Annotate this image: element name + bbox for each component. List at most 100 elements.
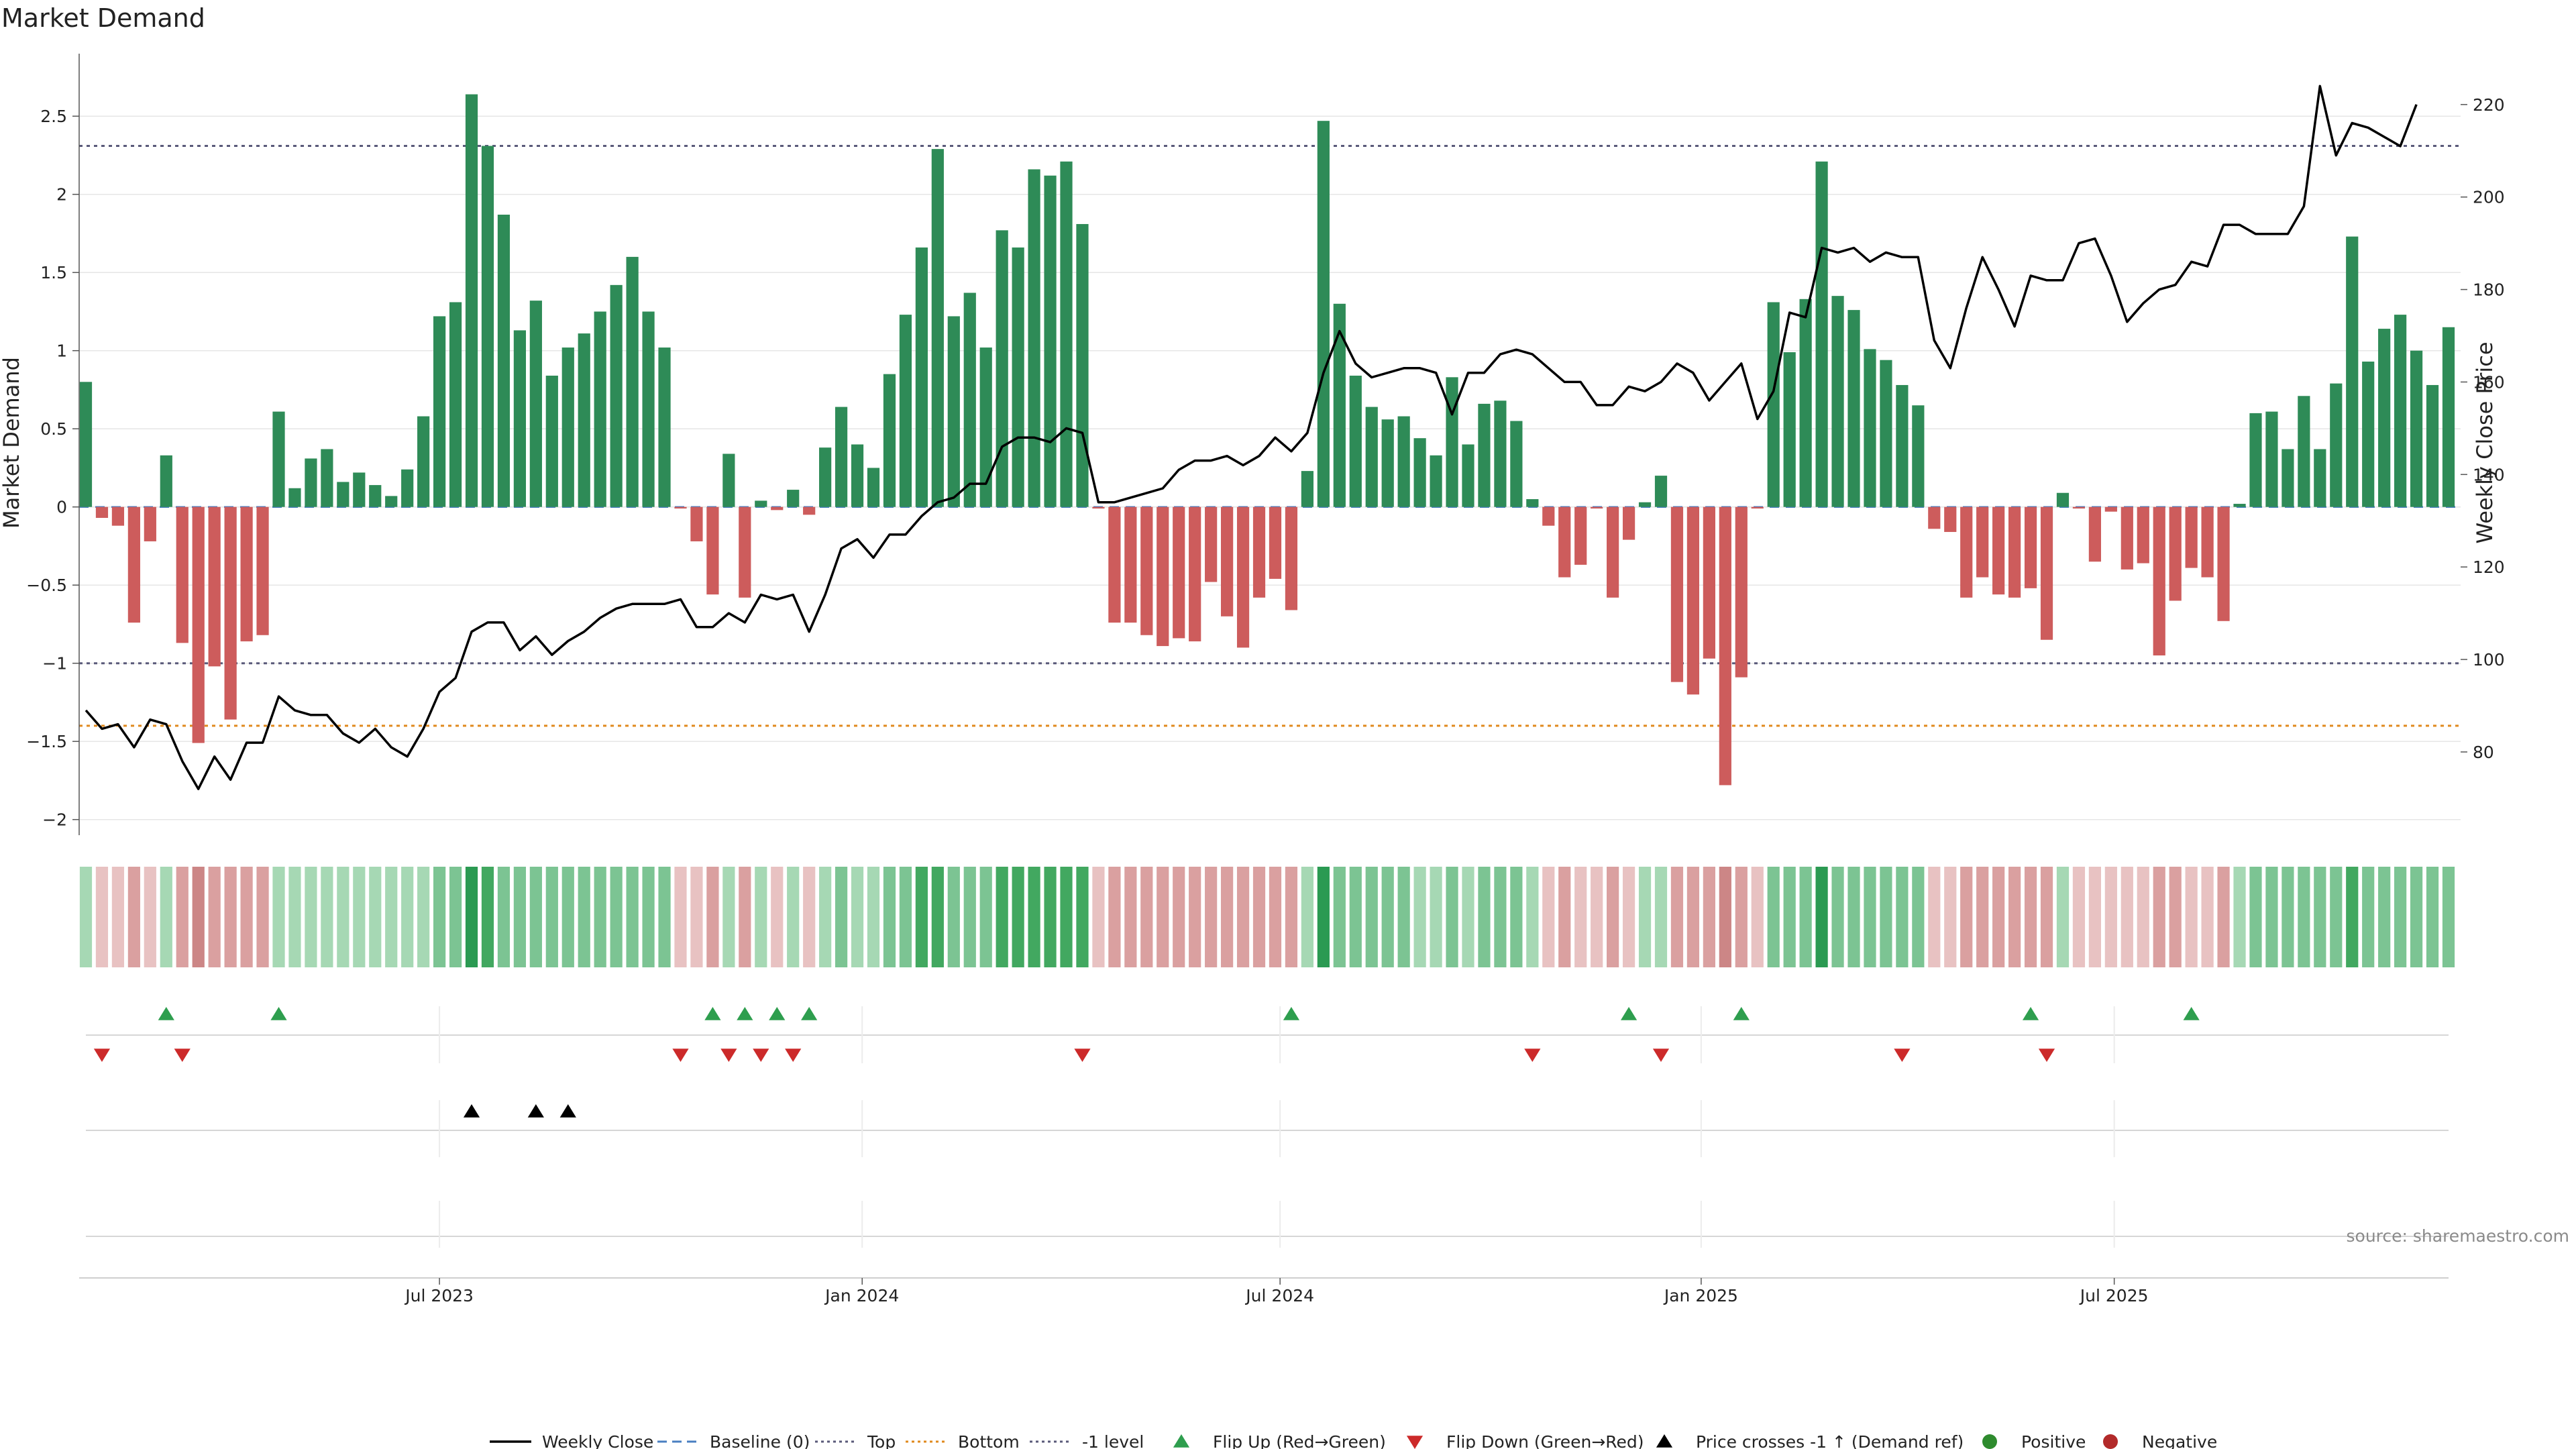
strip-cell <box>272 867 285 967</box>
strip-cell <box>1622 867 1635 967</box>
strip-cell <box>1574 867 1587 967</box>
flip-up-marker <box>1283 1007 1300 1020</box>
strip-cell <box>1880 867 1892 967</box>
legend-item: Flip Down (Green→Red) <box>1406 1432 1644 1449</box>
demand-bar <box>899 315 912 507</box>
strip-cell <box>545 867 558 967</box>
left-tick-label: 1 <box>56 341 67 361</box>
strip-cell <box>465 867 478 967</box>
demand-bar <box>2072 506 2086 509</box>
legend-item: Positive <box>1982 1432 2086 1449</box>
strip-cell <box>1236 867 1250 967</box>
strip-cell <box>2330 867 2343 967</box>
strip-cell <box>2024 867 2037 967</box>
strip-cell <box>1896 867 1909 967</box>
flip-up-marker <box>769 1007 786 1020</box>
strip-cell <box>2072 867 2086 967</box>
demand-bar <box>2185 506 2198 568</box>
strip-cell <box>1205 867 1218 967</box>
strip-cell <box>2104 867 2117 967</box>
demand-bar <box>1430 455 1442 507</box>
strip-cell <box>2233 867 2246 967</box>
strip-cell <box>1670 867 1684 967</box>
strip-cell <box>2040 867 2053 967</box>
demand-bar <box>1381 419 1394 507</box>
demand-bar <box>111 506 125 526</box>
demand-bar <box>1847 310 1860 507</box>
demand-bar <box>1735 506 1748 678</box>
demand-bar <box>321 449 333 507</box>
demand-bar <box>1944 506 1957 532</box>
strip-cell <box>578 867 590 967</box>
strip-cell <box>160 867 172 967</box>
demand-bar <box>2024 506 2037 588</box>
legend-item: Negative <box>2103 1432 2217 1449</box>
flip-up-marker <box>801 1007 818 1020</box>
demand-bar <box>1719 506 1731 786</box>
strip-cell <box>2410 867 2423 967</box>
strip-cell <box>819 867 832 967</box>
flip-down-marker <box>720 1049 737 1062</box>
strip-cell <box>2298 867 2310 967</box>
strip-cell <box>111 867 125 967</box>
demand-bar <box>594 311 606 507</box>
flip-down-marker <box>753 1049 769 1062</box>
strip-cell <box>2008 867 2021 967</box>
legend-item: Flip Up (Red→Green) <box>1173 1432 1386 1449</box>
demand-bar <box>1189 506 1201 642</box>
legend-label: Top <box>867 1432 896 1449</box>
strip-cell <box>996 867 1008 967</box>
demand-bar <box>95 506 109 519</box>
x-tick-label: Jan 2024 <box>824 1286 899 1305</box>
demand-bar <box>2217 506 2230 621</box>
demand-bars <box>79 94 2455 786</box>
x-tick-label: Jul 2023 <box>404 1286 474 1305</box>
demand-bar <box>2201 506 2214 578</box>
demand-bar <box>722 453 735 507</box>
strip-cell <box>642 867 655 967</box>
strip-cell <box>1847 867 1860 967</box>
strip-cell <box>224 867 237 967</box>
demand-bar <box>2233 504 2246 507</box>
demand-bar <box>1542 506 1555 526</box>
strip-cell <box>1028 867 1040 967</box>
strip-cell <box>305 867 317 967</box>
demand-bar <box>2442 327 2455 507</box>
demand-bar <box>963 292 976 507</box>
strip-cell <box>192 867 205 967</box>
strip-cell <box>208 867 221 967</box>
demand-bar <box>1960 506 1973 598</box>
strip-cell <box>706 867 719 967</box>
demand-bar <box>1638 502 1652 507</box>
demand-bar <box>1012 247 1024 507</box>
strip-cell <box>594 867 606 967</box>
strip-cell <box>1012 867 1024 967</box>
demand-bar <box>1205 506 1218 582</box>
strip-cell <box>755 867 767 967</box>
strip-cell <box>610 867 623 967</box>
chart-title: Market Demand <box>1 3 205 33</box>
flip-up-marker <box>737 1007 753 1020</box>
strip-cell <box>851 867 864 967</box>
demand-bar <box>1478 403 1491 507</box>
demand-bar <box>127 506 140 623</box>
demand-bar <box>1654 476 1668 507</box>
demand-bar <box>417 416 430 507</box>
left-tick-label: −1.5 <box>26 732 67 751</box>
demand-bar <box>867 468 880 507</box>
left-tick-label: 2.5 <box>40 107 67 126</box>
strip-cell <box>127 867 140 967</box>
demand-bar <box>803 506 816 515</box>
demand-bar <box>2394 315 2407 507</box>
left-tick-label: −1 <box>42 654 67 674</box>
demand-bar <box>240 506 253 642</box>
demand-bar <box>787 490 800 507</box>
demand-bar <box>2362 362 2375 507</box>
strip-cell <box>1285 867 1298 967</box>
strip-cell <box>979 867 992 967</box>
demand-bar <box>272 411 285 507</box>
right-tick-label: 100 <box>2473 650 2505 669</box>
demand-bar <box>2314 449 2326 507</box>
demand-bar <box>1992 506 2005 595</box>
right-tick-label: 220 <box>2473 95 2505 115</box>
